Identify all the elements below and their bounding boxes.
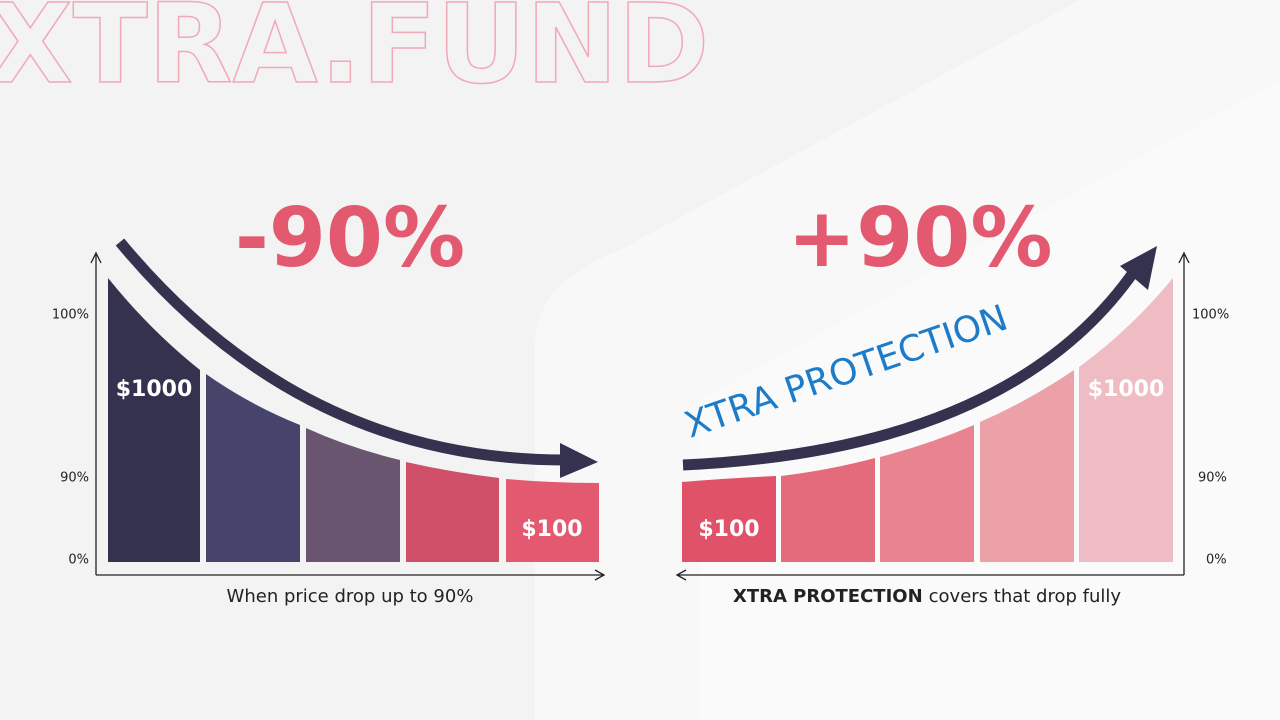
bar (980, 370, 1074, 562)
bar-label: $100 (521, 517, 582, 542)
bar (406, 462, 499, 562)
bar (306, 428, 400, 562)
bar (880, 425, 974, 562)
bar (1079, 278, 1173, 562)
headline: +90% (788, 191, 1053, 286)
brand: XTRA.FUND (0, 0, 709, 108)
arrowhead (560, 443, 598, 478)
axis-label: 100% (1192, 308, 1229, 323)
caption: XTRA PROTECTION covers that drop fully (733, 586, 1121, 607)
bar-label: $100 (698, 517, 759, 542)
arrowhead (1120, 246, 1157, 290)
axes (675, 251, 1190, 581)
axis-label: 0% (1206, 553, 1227, 568)
caption-bold: XTRA PROTECTION (733, 586, 923, 607)
headline: -90% (235, 191, 465, 286)
caption: When price drop up to 90% (227, 586, 474, 607)
axis-label: 0% (68, 553, 89, 568)
bar-label: $1000 (1088, 377, 1165, 402)
bar-label: $1000 (116, 377, 193, 402)
arrow (115, 238, 566, 466)
axis-label: 90% (60, 471, 89, 486)
axis-label: 90% (1198, 471, 1227, 486)
axis-label: 100% (52, 308, 89, 323)
arrow (682, 266, 1140, 471)
caption-rest: covers that drop fully (929, 586, 1122, 607)
bar (781, 458, 875, 562)
axes (90, 251, 606, 581)
bar (108, 278, 200, 562)
bar (506, 479, 599, 562)
bar (206, 374, 300, 562)
bar (682, 476, 776, 562)
